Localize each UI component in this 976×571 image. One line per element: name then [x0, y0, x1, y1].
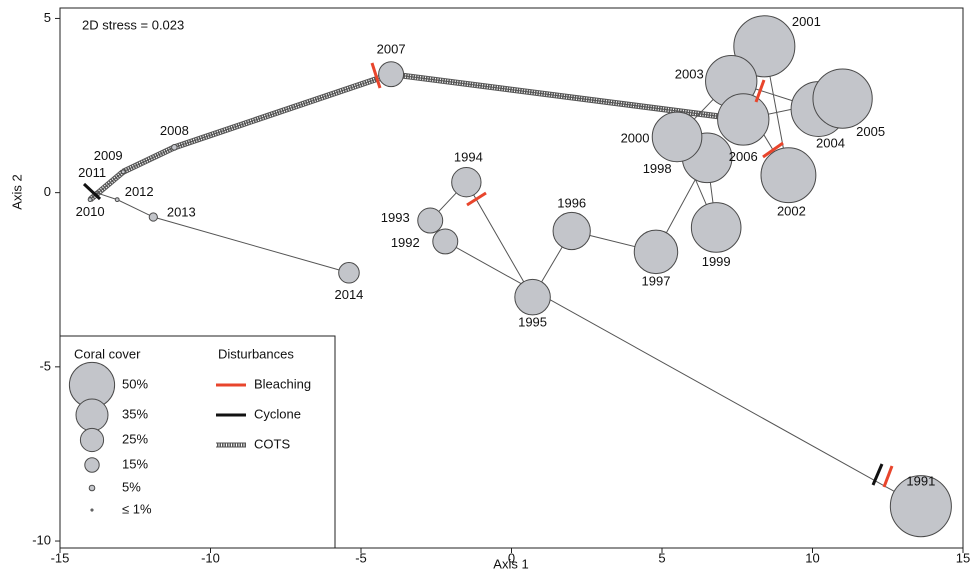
bubble	[690, 202, 742, 253]
bubble	[717, 93, 770, 146]
point-label: 1996	[557, 195, 586, 210]
stress-annotation: 2D stress = 0.023	[82, 17, 184, 32]
x-tick-label: 5	[658, 550, 665, 565]
bubble	[889, 475, 952, 538]
bubble	[760, 147, 817, 204]
point-label: 2005	[856, 124, 885, 139]
bleaching-mark	[370, 62, 382, 89]
legend-label: Bleaching	[254, 376, 311, 391]
bubble	[338, 261, 360, 284]
bubble	[417, 207, 444, 234]
point-label: 2006	[729, 149, 758, 164]
legend-title: Disturbances	[218, 346, 294, 361]
bubble	[633, 229, 679, 275]
legend-label: 50%	[122, 376, 148, 391]
point-label: 1995	[518, 315, 547, 330]
bubble	[114, 197, 120, 203]
y-tick-label: 0	[44, 184, 51, 199]
legend-bubble	[79, 427, 105, 453]
trajectory	[88, 45, 922, 507]
x-tick-label: -10	[201, 550, 220, 565]
legend-label: 35%	[122, 406, 148, 421]
point-label: 2000	[621, 130, 650, 145]
bubble	[812, 68, 873, 129]
legend-label: 25%	[122, 431, 148, 446]
point-label: 1999	[702, 254, 731, 269]
point-label: 2003	[675, 67, 704, 82]
point-label: 1993	[381, 210, 410, 225]
y-tick-label: 5	[44, 10, 51, 25]
legend-label: 5%	[122, 479, 141, 494]
legend-label: ≤ 1%	[122, 501, 152, 516]
point-label: 2001	[792, 14, 821, 29]
legend-bubble	[90, 508, 94, 512]
x-tick-label: -15	[51, 550, 70, 565]
point-label: 2011	[78, 165, 106, 180]
point-label: 1997	[642, 273, 671, 288]
bubble	[432, 228, 459, 255]
y-tick-label: -10	[32, 532, 51, 547]
point-label: 2008	[160, 123, 189, 138]
legend-bubble	[84, 457, 100, 473]
bubble	[120, 169, 126, 175]
point-label: 2014	[334, 287, 363, 302]
bubble	[451, 167, 482, 198]
legend-label: 15%	[122, 456, 148, 471]
x-tick-label: 15	[956, 550, 970, 565]
disturbance-marks	[82, 62, 894, 488]
point-label: 2010	[76, 204, 105, 219]
legend-bubble	[88, 484, 96, 492]
legend-title: Coral cover	[74, 346, 141, 361]
point-label: 2002	[777, 204, 806, 219]
bubbles: 1991 1992 1993 1994 1995 1996 1997 1998 1999 2000…	[76, 14, 952, 538]
point-label: 1992	[391, 235, 420, 250]
legend: 50% 35% 25% 15% 5% ≤ 1% Bleaching Cyclone COTS	[68, 361, 311, 516]
bubble	[171, 144, 178, 151]
bubble	[514, 278, 551, 316]
legend-label: Cyclone	[254, 406, 301, 421]
bubble	[87, 197, 93, 203]
point-label: 1994	[454, 150, 483, 165]
point-label: 1991	[906, 474, 935, 489]
cyclone-mark	[82, 182, 102, 201]
cyclone-mark	[871, 463, 884, 486]
point-label: 2009	[94, 148, 123, 163]
bubble	[552, 211, 591, 251]
x-tick-label: 10	[805, 550, 819, 565]
point-label: 2004	[816, 135, 845, 150]
x-axis-label: Axis 1	[493, 556, 528, 571]
bleaching-mark	[754, 79, 766, 103]
x-tick-label: 0	[508, 550, 515, 565]
point-label: 2013	[167, 204, 196, 219]
point-label: 2007	[377, 42, 406, 57]
legend-bubble	[75, 398, 109, 432]
y-axis-label: Axis 2	[9, 174, 24, 209]
x-tick-label: -5	[355, 550, 367, 565]
legend-label: COTS	[254, 436, 290, 451]
y-tick-label: -5	[39, 358, 51, 373]
bubble	[378, 61, 405, 88]
bleaching-mark	[762, 141, 784, 159]
bleaching-mark	[882, 465, 894, 488]
bubble	[651, 111, 703, 163]
point-label: 2012	[125, 184, 154, 199]
bleaching-mark	[466, 191, 487, 207]
bubble	[733, 15, 796, 78]
point-label: 1998	[643, 161, 672, 176]
bubble	[148, 212, 158, 222]
